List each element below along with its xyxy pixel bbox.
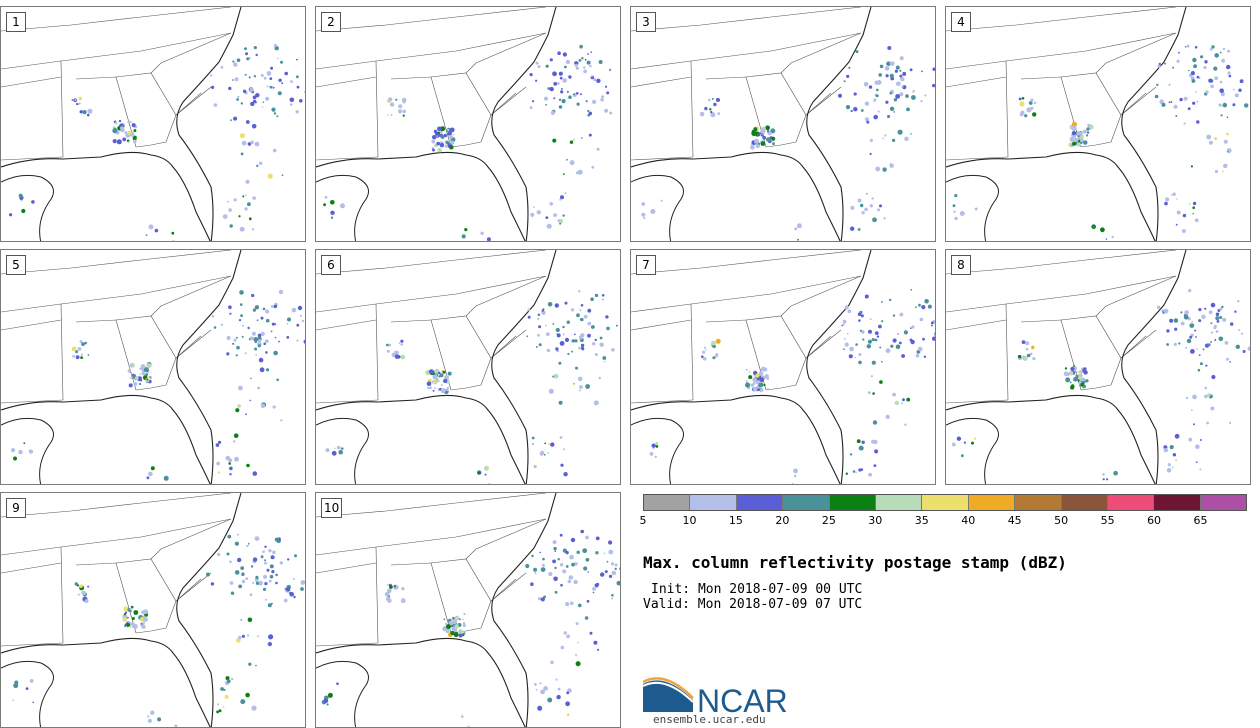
ncar-logo-icon: NCAR (642, 672, 803, 719)
map-canvas (1, 493, 305, 727)
ensemble-member-panel: 10 (315, 492, 621, 728)
ensemble-member-panel: 8 (945, 249, 1251, 485)
map-canvas (1, 7, 305, 241)
map-canvas (631, 7, 935, 241)
map-canvas (946, 7, 1249, 241)
member-number-label: 3 (636, 12, 656, 32)
colorbar-segment (875, 495, 923, 510)
colorbar-tick-label: 55 (1100, 514, 1115, 527)
colorbar-segment (1107, 495, 1155, 510)
colorbar-tick-labels: 5 10 15 20 25 30 35 40 45 50 55 60 65 (639, 514, 1247, 528)
colorbar-tick-label: 35 (914, 514, 929, 527)
reflectivity-colorbar (643, 494, 1247, 511)
colorbar-tick-label: 15 (728, 514, 743, 527)
colorbar-tick-label: 45 (1007, 514, 1022, 527)
site-url: ensemble.ucar.edu (653, 713, 766, 726)
map-canvas (316, 7, 613, 241)
colorbar-segment (736, 495, 784, 510)
ensemble-member-panel: 9 (0, 492, 306, 728)
colorbar-tick-label: 30 (868, 514, 883, 527)
colorbar-segment (690, 495, 737, 510)
init-time: Init: Mon 2018-07-09 00 UTC (651, 582, 863, 597)
member-number-label: 8 (951, 255, 971, 275)
map-canvas (946, 250, 1250, 484)
ensemble-member-panel: 7 (630, 249, 936, 485)
colorbar-segment (1061, 495, 1108, 510)
map-canvas (316, 493, 620, 727)
member-number-label: 2 (321, 12, 341, 32)
colorbar-segment (1200, 495, 1247, 510)
member-number-label: 6 (321, 255, 341, 275)
ensemble-member-panel: 4 (945, 6, 1251, 242)
map-canvas (1, 250, 305, 484)
map-canvas (316, 250, 618, 484)
colorbar-tick-label: 25 (821, 514, 836, 527)
logo-text: NCAR (697, 683, 788, 714)
colorbar-segment (829, 495, 876, 510)
colorbar-segment (783, 495, 830, 510)
member-number-label: 10 (321, 498, 343, 518)
colorbar-tick-label: 40 (961, 514, 976, 527)
member-number-label: 4 (951, 12, 971, 32)
ensemble-member-panel: 5 (0, 249, 306, 485)
ensemble-member-panel: 2 (315, 6, 621, 242)
colorbar-tick-label: 50 (1054, 514, 1069, 527)
ensemble-member-panel: 6 (315, 249, 621, 485)
colorbar-segment (922, 495, 969, 510)
colorbar-tick-label: 60 (1147, 514, 1162, 527)
map-canvas (631, 250, 935, 484)
valid-time: Valid: Mon 2018-07-09 07 UTC (643, 597, 863, 612)
plot-title: Max. column reflectivity postage stamp (… (643, 553, 1067, 572)
colorbar-tick-label: 65 (1193, 514, 1208, 527)
colorbar-tick-label: 5 (639, 514, 647, 527)
member-number-label: 7 (636, 255, 656, 275)
ensemble-member-panel: 1 (0, 6, 306, 242)
colorbar-tick-label: 10 (682, 514, 697, 527)
colorbar-segment (968, 495, 1016, 510)
ensemble-member-panel: 3 (630, 6, 936, 242)
member-number-label: 9 (6, 498, 26, 518)
colorbar-tick-label: 20 (775, 514, 790, 527)
member-number-label: 1 (6, 12, 26, 32)
colorbar-segment (1015, 495, 1062, 510)
member-number-label: 5 (6, 255, 26, 275)
colorbar-segment (1154, 495, 1201, 510)
colorbar-segment (644, 495, 691, 510)
